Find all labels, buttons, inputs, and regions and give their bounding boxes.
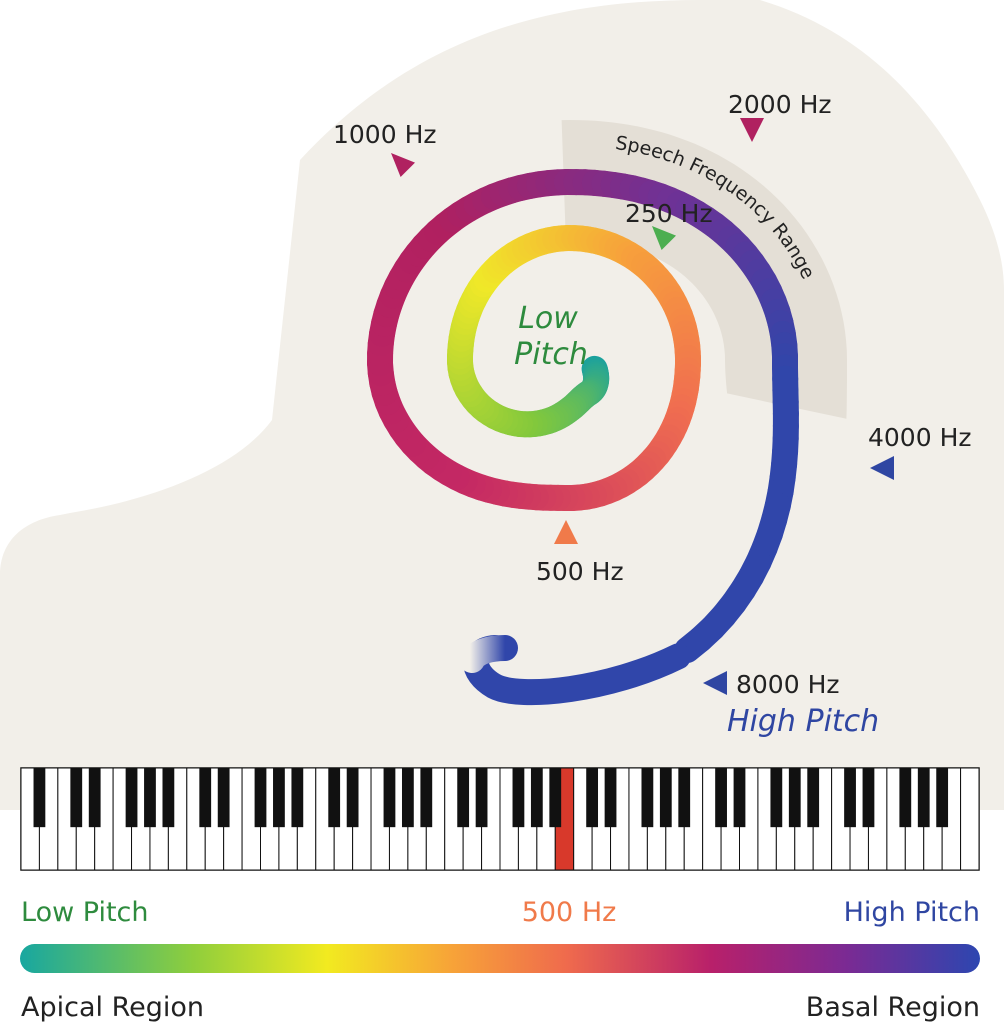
piano-black-key [788, 768, 801, 828]
cochlea-spiral [367, 169, 799, 706]
piano-black-key [475, 768, 488, 828]
apical-region-label: Apical Region [21, 992, 204, 1023]
piano-black-key [125, 768, 138, 828]
basal-region-label: Basal Region [806, 992, 980, 1023]
piano-black-key [715, 768, 727, 828]
piano-black-key [917, 768, 930, 828]
piano-black-key [457, 768, 470, 828]
center-low-label: Low [518, 301, 578, 336]
marker-label: 1000 Hz [333, 120, 437, 149]
piano-black-key [162, 768, 175, 828]
piano-black-key [862, 768, 875, 828]
piano-white-key [960, 767, 980, 871]
piano-black-key [678, 768, 691, 828]
piano-black-key [586, 768, 599, 828]
piano-black-key [33, 768, 46, 828]
piano-black-key [807, 768, 820, 828]
center-pitch-label: Pitch [514, 337, 588, 372]
piano-black-key [328, 768, 341, 828]
piano-black-key [844, 768, 856, 828]
spiral-tail-fade [459, 635, 518, 673]
piano-black-key [254, 768, 267, 828]
piano-black-key [383, 768, 396, 828]
piano-black-key [641, 768, 654, 828]
piano-black-key [291, 768, 304, 828]
piano-black-key [899, 768, 912, 828]
piano-black-key [512, 768, 525, 828]
piano-black-key [604, 768, 617, 828]
marker-label: 2000 Hz [728, 90, 832, 119]
piano-black-key [770, 768, 783, 828]
piano-keyboard [20, 767, 980, 871]
scale-500hz-label: 500 Hz [522, 897, 617, 928]
piano-black-key [346, 768, 359, 828]
piano-black-key [549, 768, 562, 828]
piano-black-key [273, 768, 285, 828]
piano-black-key [733, 768, 746, 828]
pitch-gradient-bar [20, 944, 980, 973]
high-pitch-label: High Pitch [727, 704, 879, 739]
marker-label: 4000 Hz [868, 423, 972, 452]
marker-triangle-icon [703, 671, 727, 695]
piano-black-key [659, 768, 672, 828]
marker-triangle-icon [870, 456, 894, 480]
scale-high-pitch-label: High Pitch [844, 897, 980, 928]
marker-triangle-icon [554, 520, 578, 544]
piano-black-key [530, 768, 543, 828]
spiral-segment [674, 626, 714, 663]
frequency-markers: 250 Hz 500 Hz 1000 Hz 2000 Hz 4000 Hz 8000 Hz [333, 90, 972, 699]
piano-black-key [70, 768, 83, 828]
marker-label: 250 Hz [625, 199, 713, 228]
piano-black-key [144, 768, 156, 828]
marker-label: 500 Hz [536, 557, 624, 586]
piano-black-key [217, 768, 230, 828]
piano-black-key [199, 768, 212, 828]
marker-label: 8000 Hz [736, 670, 840, 699]
piano-black-key [401, 768, 414, 828]
piano-black-key [88, 768, 101, 828]
piano-black-key [936, 768, 949, 828]
piano-black-key [420, 768, 433, 828]
marker-triangle-icon [652, 226, 676, 250]
marker-triangle-icon [740, 118, 764, 142]
scale-low-pitch-label: Low Pitch [21, 897, 149, 928]
marker-triangle-icon [391, 153, 415, 177]
